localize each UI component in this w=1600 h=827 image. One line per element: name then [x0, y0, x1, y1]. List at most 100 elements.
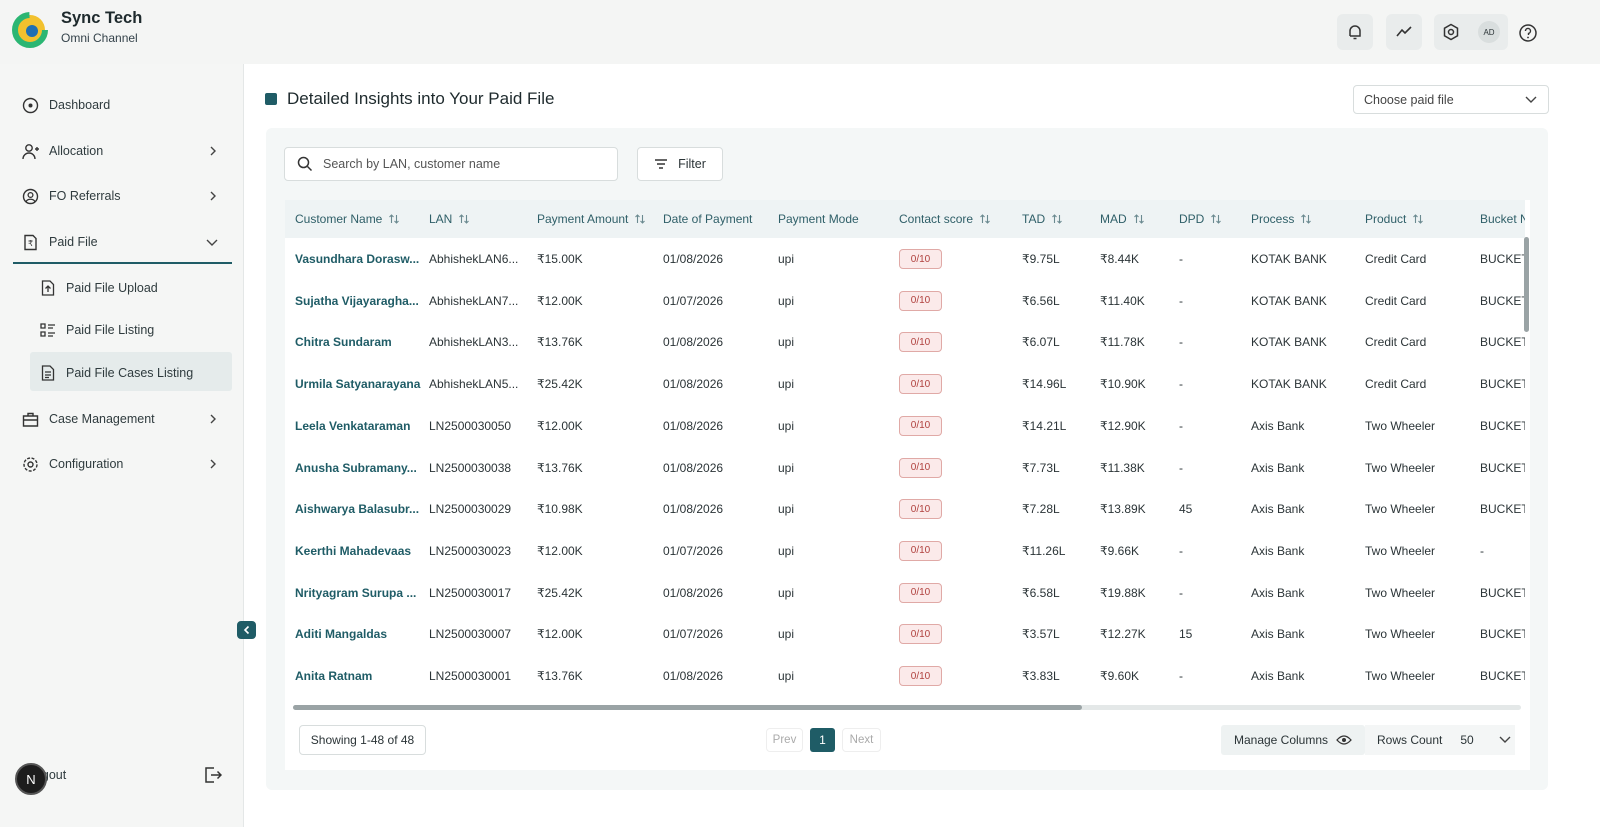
search-input[interactable]: Search by LAN, customer name: [284, 147, 618, 181]
sort-icon[interactable]: [1210, 213, 1222, 225]
nav-label: Case Management: [49, 412, 155, 426]
table-cell: AbhishekLAN6...: [429, 252, 519, 266]
activity-button[interactable]: [1386, 14, 1422, 50]
table-cell: Axis Bank: [1251, 502, 1305, 517]
column-label: Contact score: [899, 212, 974, 226]
table-cell: Axis Bank: [1251, 543, 1305, 558]
top-bar: Sync Tech Omni Channel AD: [0, 0, 1600, 64]
column-label: Payment Amount: [537, 212, 629, 226]
table-cell: 01/08/2026: [663, 418, 724, 433]
customer-name-link[interactable]: Aishwarya Balasubr...: [295, 502, 420, 517]
chevron-down[interactable]: [1498, 735, 1512, 745]
nav-case-management[interactable]: Case Management: [22, 409, 155, 429]
table-cell: ₹12.00K: [537, 543, 583, 558]
column-header: Contact score: [899, 200, 991, 238]
next-button[interactable]: Next: [842, 728, 881, 752]
table-cell: ₹12.90K: [1100, 418, 1146, 433]
customer-name-link[interactable]: Sujatha Vijayaragha...: [295, 293, 419, 308]
data-table: Customer Name LAN Payment Amount Date of Pa…: [285, 200, 1525, 710]
nav-paid-file-upload[interactable]: Paid File Upload: [40, 278, 158, 298]
table-cell: ₹9.66K: [1100, 543, 1139, 558]
table-cell: upi: [778, 585, 795, 600]
column-header: DPD: [1179, 200, 1222, 238]
sort-icon[interactable]: [1300, 213, 1312, 225]
customer-name-link[interactable]: Nrityagram Surupa ...: [295, 585, 417, 600]
horizontal-scrollbar[interactable]: [293, 705, 1082, 710]
table-cell: ₹3.83L: [1022, 669, 1060, 683]
contact-score-badge: 0/10: [899, 457, 942, 478]
column-header: Customer Name: [295, 200, 400, 238]
contact-score-badge: 0/10: [899, 332, 942, 353]
sort-icon[interactable]: [1051, 213, 1063, 225]
table-cell: ₹9.60K: [1100, 669, 1139, 683]
table-cell: ₹12.00K: [537, 293, 583, 308]
table-cell: ₹14.96L: [1022, 377, 1067, 392]
vertical-scrollbar[interactable]: [1524, 237, 1529, 332]
column-label: TAD: [1022, 212, 1046, 226]
customer-name-link[interactable]: Chitra Sundaram: [295, 335, 392, 350]
notifications-button[interactable]: [1337, 14, 1373, 50]
table-cell: ₹13.76K: [537, 335, 583, 350]
collapse-button[interactable]: [237, 621, 256, 639]
icon: [23, 456, 38, 472]
sort-icon[interactable]: [634, 213, 646, 225]
nav-paid-file-listing[interactable]: Paid File Listing: [40, 320, 154, 340]
svg-text:₹: ₹: [28, 239, 33, 248]
sort-icon[interactable]: [1133, 213, 1145, 225]
customer-name-link[interactable]: Keerthi Mahadevaas: [295, 543, 412, 558]
nav-fo-referrals[interactable]: FO Referrals: [22, 186, 121, 206]
nav-underline: [13, 262, 232, 264]
table-cell: BUCKET_3: [1480, 418, 1525, 433]
table-cell: BUCKET_3: [1480, 293, 1525, 308]
table-cell: -: [1179, 543, 1183, 558]
page-button[interactable]: 1: [810, 728, 835, 752]
filter-button[interactable]: Filter: [637, 147, 723, 181]
rows-count-value[interactable]: 50: [1460, 733, 1474, 747]
table-cell: BUCKET_3: [1480, 669, 1525, 683]
table-cell: AbhishekLAN7...: [429, 293, 519, 308]
contact-score-badge: 0/10: [899, 624, 942, 645]
help-icon[interactable]: [1518, 23, 1538, 43]
table-cell: Two Wheeler: [1365, 585, 1436, 600]
nav-allocation[interactable]: Allocation: [22, 141, 103, 161]
table-cell: ₹13.76K: [537, 669, 583, 683]
icon: [22, 97, 39, 113]
sort-icon[interactable]: [979, 213, 991, 225]
table-cell: upi: [778, 335, 795, 350]
customer-name-link[interactable]: Aditi Mangaldas: [295, 627, 388, 642]
settings-icon[interactable]: [1442, 23, 1460, 41]
nav-paid-file[interactable]: ₹ Paid File: [22, 232, 98, 252]
avatar[interactable]: AD: [1478, 21, 1500, 43]
brand: Sync Tech: [61, 9, 143, 27]
table-cell: ₹11.38K: [1100, 460, 1145, 475]
filter-label: Filter: [678, 157, 706, 171]
nav-configuration[interactable]: Configuration: [22, 454, 123, 474]
user-badge[interactable]: N: [15, 763, 47, 795]
bell-icon: [1349, 25, 1361, 40]
sort-icon[interactable]: [1412, 213, 1424, 225]
column-label: Process: [1251, 212, 1295, 226]
table-cell: BUCKET_3: [1480, 460, 1525, 475]
prev-button[interactable]: Prev: [766, 728, 803, 752]
sort-icon[interactable]: [458, 213, 470, 225]
table-cell: KOTAK BANK: [1251, 377, 1327, 392]
customer-name-link[interactable]: Leela Venkataraman: [295, 418, 411, 433]
logout-icon[interactable]: [204, 766, 222, 784]
table-cell: 01/08/2026: [663, 460, 724, 475]
icon: [22, 188, 39, 204]
nav-active-bg: [30, 352, 232, 391]
icon: [40, 323, 55, 337]
customer-name-link[interactable]: Urmila Satyanarayana: [295, 377, 421, 392]
nav-dashboard[interactable]: Dashboard: [22, 95, 110, 115]
customer-name-link[interactable]: Vasundhara Dorasw...: [295, 252, 420, 266]
nav-paid-file-cases-listing[interactable]: Paid File Cases Listing: [40, 363, 193, 383]
table-cell: ₹13.89K: [1100, 502, 1146, 517]
customer-name-link[interactable]: Anita Ratnam: [295, 669, 373, 683]
manage-columns-button[interactable]: Manage Columns: [1221, 725, 1365, 755]
table-cell: upi: [778, 418, 795, 433]
customer-name-link[interactable]: Anusha Subramany...: [295, 460, 417, 475]
sort-icon[interactable]: [388, 213, 400, 225]
filter-icon: [655, 159, 668, 169]
table-cell: -: [1179, 669, 1183, 683]
paid-file-select[interactable]: Choose paid file: [1353, 85, 1549, 114]
